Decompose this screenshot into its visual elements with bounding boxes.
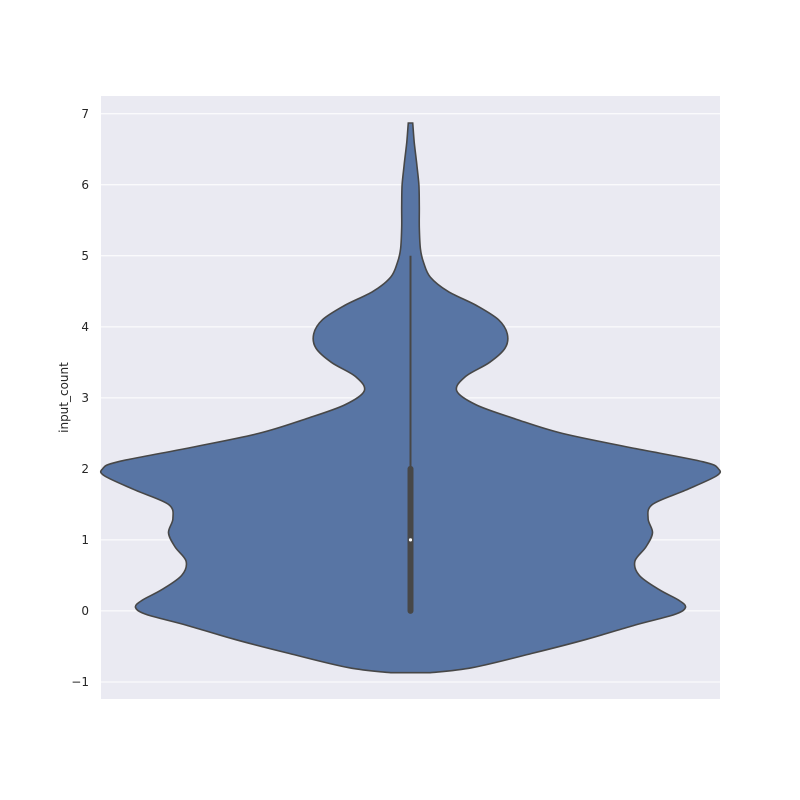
median-marker [408,538,413,542]
y-tick-label: 6 [81,178,89,192]
y-tick-label: 1 [81,533,89,547]
y-tick-label: 0 [81,604,89,618]
y-tick-label: 2 [81,462,89,476]
y-axis-label: input_count [57,362,71,433]
y-tick-label: 5 [81,249,89,263]
y-tick-labels: −1 0 1 2 3 4 5 6 7 [71,107,89,689]
y-tick-label: −1 [71,675,89,689]
y-tick-label: 7 [81,107,89,121]
y-tick-label: 3 [81,391,89,405]
y-tick-label: 4 [81,320,89,334]
